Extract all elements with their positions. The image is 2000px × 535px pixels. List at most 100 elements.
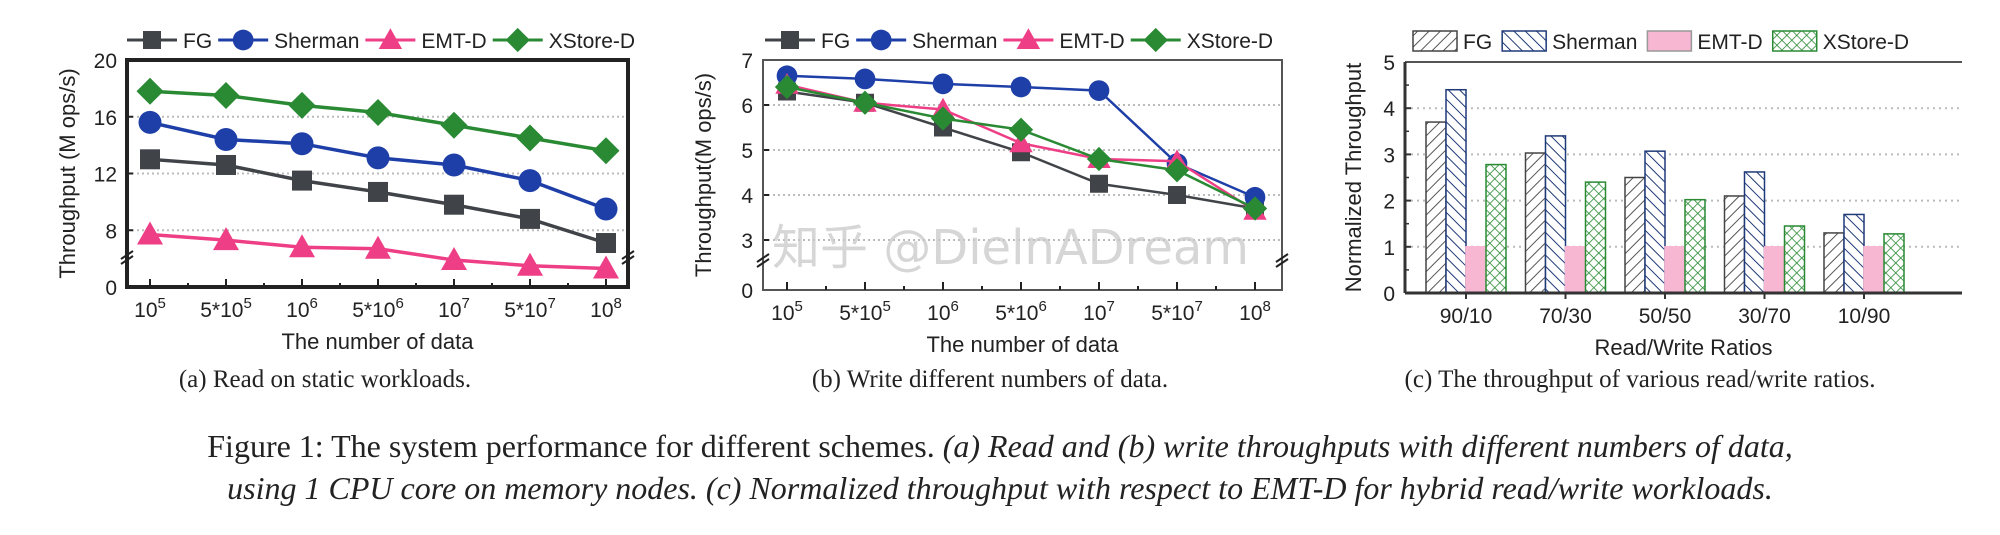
data-point-XStore-D xyxy=(516,124,544,152)
bar-Sherman xyxy=(1843,213,1865,294)
x-tick-label: 5*105 xyxy=(839,298,891,325)
legend-label-EMT-D: EMT-D xyxy=(1697,31,1762,54)
bar-XStore-D xyxy=(1883,233,1905,294)
data-point-FG xyxy=(520,208,540,229)
y-tick-label: 20 xyxy=(94,50,117,73)
bar-XStore-D xyxy=(1684,198,1706,294)
y-tick-label: 5 xyxy=(1383,52,1395,75)
y-tick-label: 0 xyxy=(105,277,117,300)
x-tick-label: 90/10 xyxy=(1440,305,1493,328)
data-point-XStore-D xyxy=(930,106,956,131)
bar-FG xyxy=(1723,195,1746,294)
bar-FG xyxy=(1524,152,1547,294)
legend-label-XStore-D: XStore-D xyxy=(1823,31,1909,54)
x-tick-label: 106 xyxy=(286,295,318,322)
x-tick-label: 108 xyxy=(590,295,622,322)
data-point-FG xyxy=(292,170,312,191)
bar-Sherman xyxy=(1743,171,1766,294)
bar-XStore-D xyxy=(1584,181,1607,294)
y-tick-label: 3 xyxy=(741,230,753,253)
legend-label-FG: FG xyxy=(1463,31,1492,54)
axis-break-mark xyxy=(756,253,770,263)
x-axis-title: The number of data xyxy=(281,329,474,354)
legend-label-XStore-D: XStore-D xyxy=(1187,30,1273,53)
data-point-Sherman xyxy=(442,153,466,177)
data-point-FG xyxy=(444,194,464,215)
data-point-Sherman xyxy=(214,127,238,151)
data-point-Sherman xyxy=(290,132,314,156)
x-tick-label: 105 xyxy=(771,298,803,325)
data-point-FG xyxy=(596,233,616,254)
bar-FG xyxy=(1823,232,1845,294)
y-tick-label: 12 xyxy=(94,164,117,187)
watermark: 知乎 @DielnADream xyxy=(772,220,1250,276)
y-tick-label: 0 xyxy=(741,280,753,303)
caption-b: (b) Write different numbers of data. xyxy=(811,366,1169,393)
bar-EMT-D xyxy=(1863,246,1885,294)
bar-XStore-D xyxy=(1485,163,1507,294)
bar-EMT-D xyxy=(1664,246,1686,294)
legend-marker-EMT-D xyxy=(378,28,403,49)
figure-caption-italic-2: using 1 CPU core on memory nodes. (c) No… xyxy=(227,470,1773,506)
axis-break-mark xyxy=(120,250,134,260)
y-axis-title: Normalized Throughput xyxy=(1341,63,1366,293)
x-tick-label: 5*106 xyxy=(352,295,404,322)
y-tick-label: 8 xyxy=(105,220,117,243)
bar-FG xyxy=(1624,176,1646,294)
y-tick-label: 5 xyxy=(741,140,753,163)
y-tick-label: 16 xyxy=(94,107,117,130)
data-point-Sherman xyxy=(1088,80,1110,101)
x-tick-label: 107 xyxy=(1083,298,1115,325)
legend-marker-XStore-D xyxy=(505,27,530,53)
x-tick-label: 105 xyxy=(134,295,166,322)
y-tick-label: 1 xyxy=(1383,237,1395,260)
legend-label-FG: FG xyxy=(821,30,850,53)
bar-Sherman xyxy=(1644,150,1666,294)
legend-label-EMT-D: EMT-D xyxy=(421,30,486,53)
bar-EMT-D xyxy=(1465,246,1487,294)
data-point-FG xyxy=(140,149,160,170)
x-axis-title: Read/Write Ratios xyxy=(1594,335,1772,360)
data-point-EMT-D xyxy=(441,247,467,271)
caption-a: (a) Read on static workloads. xyxy=(178,366,472,393)
legend-label-FG: FG xyxy=(183,30,212,53)
axis-break-mark xyxy=(1275,253,1289,263)
axis-break-mark xyxy=(1275,258,1289,268)
plot-frame xyxy=(762,59,1283,291)
data-point-Sherman xyxy=(854,68,876,90)
x-tick-label: 50/50 xyxy=(1639,305,1692,328)
legend-swatch-EMT-D xyxy=(1646,30,1693,52)
legend-marker-Sherman xyxy=(870,29,892,51)
legend-swatch-FG xyxy=(1412,30,1458,52)
x-tick-label: 30/70 xyxy=(1738,305,1791,328)
axis-break-mark xyxy=(621,250,635,260)
data-point-FG xyxy=(368,181,388,202)
figure-caption-italic: (a) Read and (b) write throughputs with … xyxy=(942,428,1793,464)
x-tick-label: 70/30 xyxy=(1539,305,1592,328)
x-tick-label: 5*106 xyxy=(995,298,1047,325)
bar-Sherman xyxy=(1445,88,1467,294)
y-tick-label: 3 xyxy=(1383,144,1395,167)
bar-Sherman xyxy=(1544,135,1567,294)
data-point-XStore-D xyxy=(592,137,620,165)
data-point-Sherman xyxy=(932,73,954,95)
data-point-XStore-D xyxy=(1086,146,1112,172)
data-point-EMT-D xyxy=(137,221,163,245)
legend-marker-XStore-D xyxy=(1143,27,1168,53)
data-point-XStore-D xyxy=(136,77,164,105)
legend-swatch-XStore-D xyxy=(1771,30,1818,52)
chart-b: 0 3 4 5 6 7 105 5*105 106 5*106 107 5*107 108 The num… xyxy=(691,27,1289,357)
axis-break-mark xyxy=(120,255,134,265)
data-point-XStore-D xyxy=(288,91,316,119)
legend-label-EMT-D: EMT-D xyxy=(1059,30,1124,53)
data-point-XStore-D xyxy=(212,81,240,109)
x-tick-label: 5*107 xyxy=(504,295,556,322)
legend-label-Sherman: Sherman xyxy=(274,30,359,53)
data-point-EMT-D xyxy=(517,252,543,276)
data-point-XStore-D xyxy=(364,98,392,126)
legend-swatch-Sherman xyxy=(1501,30,1547,52)
chart-c: 0 1 2 3 4 5 90/10 70/30 50/50 30/70 10/90 Read/Writ… xyxy=(1341,30,1962,360)
legend-label-XStore-D: XStore-D xyxy=(549,30,635,53)
data-point-Sherman xyxy=(518,169,542,193)
